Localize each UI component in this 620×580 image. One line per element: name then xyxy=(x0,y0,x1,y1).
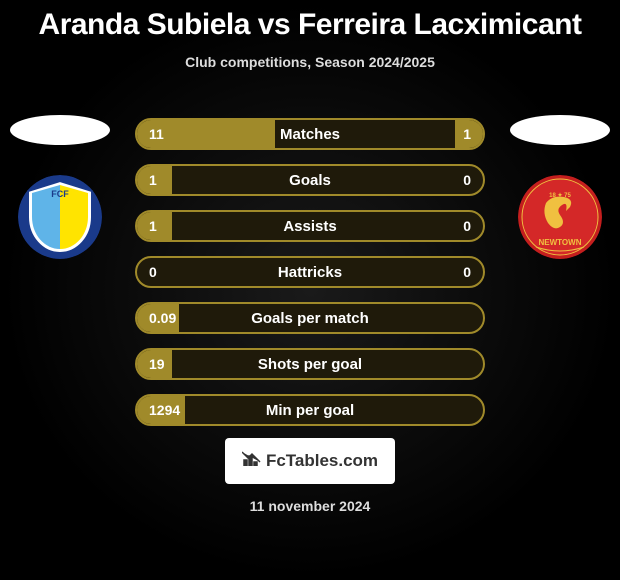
stat-row-goals: 1 0Goals xyxy=(135,164,485,196)
player-right-badge: 18 ✦ 75 NEWTOWN xyxy=(510,115,610,259)
svg-text:NEWTOWN: NEWTOWN xyxy=(539,238,582,247)
stat-value-right: 1 xyxy=(463,126,471,142)
stat-row-matches: 111Matches xyxy=(135,118,485,150)
comparison-title: Aranda Subiela vs Ferreira Lacximicant xyxy=(0,0,620,42)
stat-value-right: 0 xyxy=(463,172,471,188)
stat-label: Goals xyxy=(137,172,483,189)
stat-row-assists: 1 0Assists xyxy=(135,210,485,242)
fctables-text: FcTables.com xyxy=(266,451,378,471)
stat-row-goals-per-match: 0.09Goals per match xyxy=(135,302,485,334)
stat-row-shots-per-goal: 19Shots per goal xyxy=(135,348,485,380)
stat-value-left: 0 xyxy=(149,264,157,280)
stat-value-left: 1 xyxy=(149,172,157,188)
svg-text:FCF: FCF xyxy=(51,189,69,199)
player-right-crest: 18 ✦ 75 NEWTOWN xyxy=(518,175,602,259)
stat-value-left: 19 xyxy=(149,356,165,372)
player-right-avatar xyxy=(510,115,610,145)
fctables-watermark: FcTables.com xyxy=(225,438,395,484)
player-left-badge: FCF xyxy=(10,115,110,259)
stat-value-right: 0 xyxy=(463,264,471,280)
chart-icon xyxy=(242,450,262,473)
player-left-crest: FCF xyxy=(18,175,102,259)
stat-label: Matches xyxy=(137,126,483,143)
stat-label: Hattricks xyxy=(137,264,483,281)
stat-row-min-per-goal: 1294Min per goal xyxy=(135,394,485,426)
stat-label: Min per goal xyxy=(137,402,483,419)
stat-label: Shots per goal xyxy=(137,356,483,373)
stat-label: Assists xyxy=(137,218,483,235)
stat-value-left: 0.09 xyxy=(149,310,176,326)
stat-label: Goals per match xyxy=(137,310,483,327)
stat-value-right: 0 xyxy=(463,218,471,234)
player-left-avatar xyxy=(10,115,110,145)
comparison-subtitle: Club competitions, Season 2024/2025 xyxy=(0,54,620,70)
stat-value-left: 11 xyxy=(149,126,164,142)
stats-bars: 111Matches10Goals10Assists00Hattricks0.0… xyxy=(135,118,485,440)
snapshot-date: 11 november 2024 xyxy=(0,498,620,514)
stat-row-hattricks: 0 0Hattricks xyxy=(135,256,485,288)
stat-value-left: 1294 xyxy=(149,402,180,418)
stat-value-left: 1 xyxy=(149,218,157,234)
